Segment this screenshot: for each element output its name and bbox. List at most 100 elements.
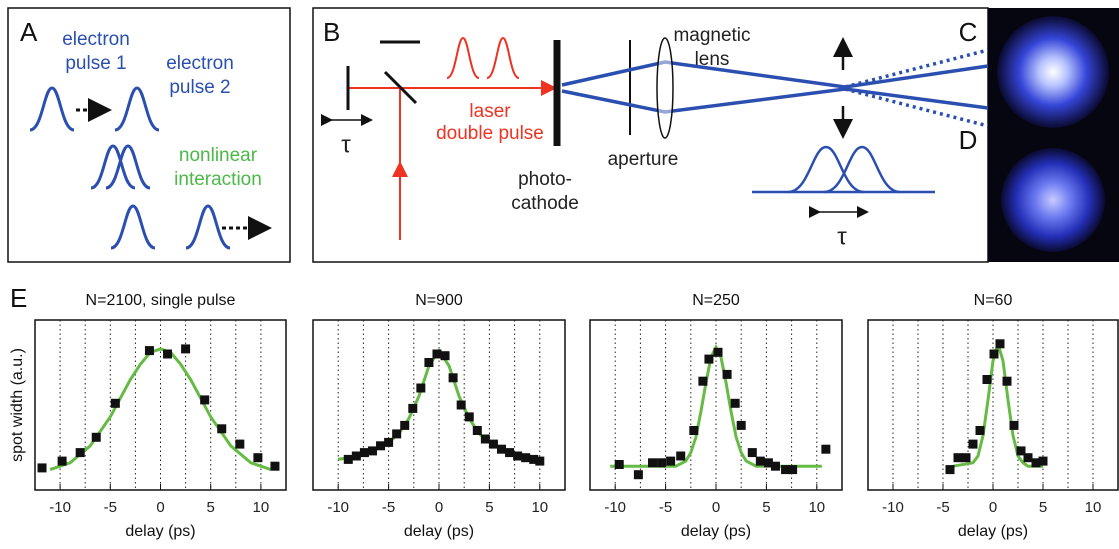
panel-a-frame — [7, 7, 291, 263]
data-point — [633, 470, 643, 480]
data-point — [529, 454, 539, 464]
data-point — [400, 420, 410, 430]
data-point — [488, 439, 498, 449]
beam-splitter — [383, 70, 418, 105]
pulse-shape — [823, 145, 901, 194]
fit-line — [610, 343, 822, 468]
data-point — [689, 426, 699, 435]
x-axis-label: delay (ps) — [958, 523, 1028, 540]
data-point — [961, 453, 971, 463]
plot-frame — [312, 319, 566, 491]
plot-frame — [589, 319, 843, 491]
pulse-shape — [114, 86, 160, 132]
pulses — [29, 36, 901, 250]
data-point — [982, 375, 992, 384]
data-point — [235, 439, 245, 449]
data-point — [989, 349, 999, 359]
x-tick-label: -5 — [104, 499, 117, 516]
x-tick-label: -10 — [49, 499, 71, 516]
pulse-shape — [185, 204, 231, 250]
x-tick-label: -5 — [659, 499, 672, 516]
label: nonlinear — [179, 145, 258, 166]
data-point — [722, 369, 732, 379]
data-point — [968, 439, 978, 449]
x-tick-label: 10 — [531, 499, 548, 516]
data-point — [1023, 453, 1033, 463]
y-axis-label: spot width (a.u.) — [9, 348, 26, 462]
data-point — [464, 412, 474, 422]
data-point — [698, 376, 708, 386]
x-tick-label: -10 — [327, 499, 349, 516]
data-point — [480, 434, 490, 444]
data-point — [200, 395, 210, 405]
data-point — [730, 398, 740, 408]
data-point — [1016, 446, 1026, 456]
label: magnetic — [673, 25, 750, 46]
x-tick-label: 5 — [762, 499, 770, 516]
beam-spot — [1001, 148, 1105, 252]
data-point — [37, 463, 47, 473]
pulse-shape — [105, 144, 151, 190]
pulse-shape — [29, 86, 75, 132]
data-point — [666, 456, 676, 466]
label: aperture — [608, 149, 679, 170]
data-point — [647, 458, 657, 468]
data-point — [676, 451, 686, 461]
label: photo- — [518, 169, 572, 190]
x-tick-label: -10 — [882, 499, 904, 516]
electron-beam — [561, 87, 989, 114]
data-point — [253, 453, 263, 463]
x-tick-label: 10 — [808, 499, 825, 516]
diagram-shapes — [7, 7, 1119, 263]
panel-b-frame — [312, 7, 989, 263]
magnetic-lens — [656, 37, 674, 139]
panel-label: B — [323, 17, 340, 47]
x-tick-label: 0 — [156, 499, 164, 516]
x-tick-label: 10 — [253, 499, 270, 516]
data-point — [472, 426, 482, 435]
data-point — [505, 448, 515, 458]
data-point — [788, 465, 798, 475]
data-point — [456, 400, 466, 410]
x-tick-label: -10 — [604, 499, 626, 516]
panel-label: E — [10, 283, 27, 313]
label: cathode — [511, 193, 579, 214]
x-tick-label: 5 — [207, 499, 215, 516]
symbol: τ — [341, 131, 351, 158]
data-point — [270, 461, 280, 471]
data-point — [367, 446, 377, 456]
data-point — [181, 344, 191, 354]
data-point — [351, 451, 361, 461]
data-point — [781, 465, 791, 475]
data-point — [1031, 458, 1041, 468]
data-point — [163, 349, 173, 359]
data-point — [448, 373, 458, 383]
data-point — [763, 458, 773, 468]
label: lens — [695, 49, 730, 70]
label: electron — [62, 29, 130, 50]
data-point — [821, 444, 831, 454]
plot-frame — [867, 319, 1119, 491]
data-point — [408, 403, 418, 413]
data-point — [1038, 456, 1048, 466]
x-tick-label: -5 — [936, 499, 949, 516]
data-point — [1002, 376, 1012, 386]
label: double pulse — [436, 123, 544, 144]
data-point — [424, 358, 434, 367]
data-point — [75, 448, 85, 458]
data-point — [755, 456, 765, 466]
data-point — [521, 453, 531, 463]
data-point — [343, 454, 353, 464]
chart-title: N=250 — [692, 292, 740, 309]
x-tick-label: 0 — [989, 499, 997, 516]
data-point — [975, 426, 985, 435]
x-tick-label: 5 — [485, 499, 493, 516]
panel-label: C — [959, 17, 978, 47]
chart-title: N=60 — [974, 292, 1013, 309]
data-point — [713, 347, 723, 357]
data-point — [657, 458, 667, 468]
x-tick-label: 0 — [435, 499, 443, 516]
data-point — [1009, 420, 1019, 430]
x-tick-label: 5 — [1039, 499, 1047, 516]
data-point — [57, 456, 67, 466]
